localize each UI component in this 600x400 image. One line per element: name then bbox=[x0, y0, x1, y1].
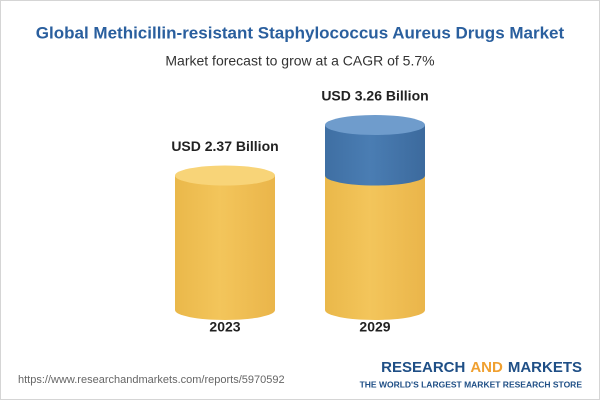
cylinder-top bbox=[175, 165, 275, 186]
value-label: USD 2.37 Billion bbox=[171, 138, 278, 154]
brand-part: RESEARCH bbox=[381, 359, 465, 376]
tagline: THE WORLD'S LARGEST MARKET RESEARCH STOR… bbox=[360, 379, 583, 389]
brand: RESEARCH AND MARKETS bbox=[381, 359, 582, 376]
category-label: 2023 bbox=[209, 319, 240, 335]
brand-part: AND bbox=[470, 359, 503, 376]
growth-segment bbox=[325, 125, 425, 186]
source-url: https://www.researchandmarkets.com/repor… bbox=[18, 374, 285, 386]
brand-part: MARKETS bbox=[508, 359, 582, 376]
cylinder-body bbox=[175, 175, 275, 320]
value-label: USD 3.26 Billion bbox=[321, 88, 428, 104]
cylinder-top bbox=[325, 115, 425, 135]
category-label: 2029 bbox=[359, 319, 390, 335]
chart-subtitle: Market forecast to grow at a CAGR of 5.7… bbox=[165, 53, 434, 69]
chart-title: Global Methicillin-resistant Staphylococ… bbox=[36, 23, 565, 42]
